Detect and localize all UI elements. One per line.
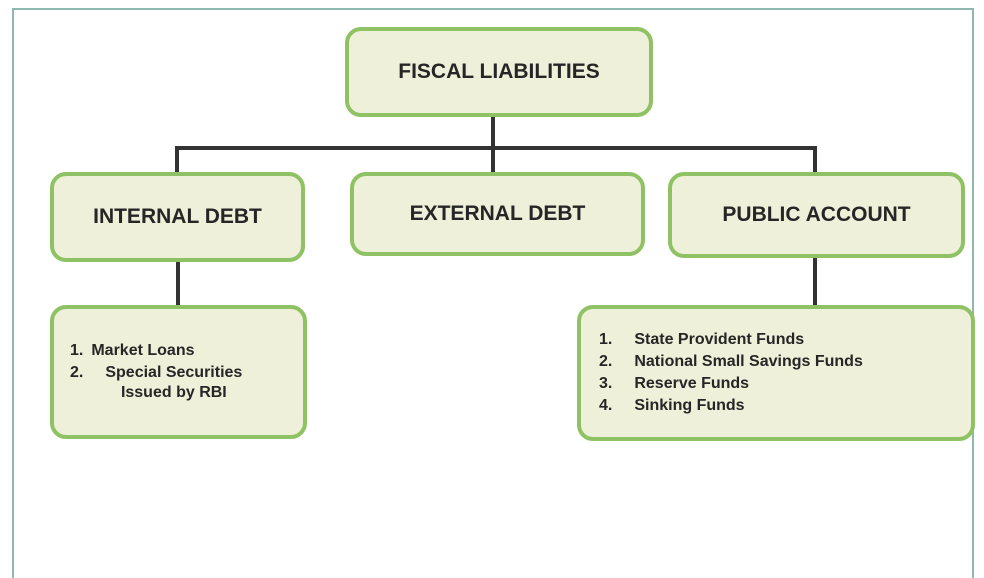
item-number: 1. [599, 331, 613, 348]
node-label: INTERNAL DEBT [93, 205, 262, 228]
item-text: State Provident Funds [634, 331, 805, 348]
item-number: 1. [70, 342, 84, 359]
node: EXTERNAL DEBT [350, 172, 645, 256]
list-box: 1. State Provident Funds 2. National Small … [577, 305, 975, 441]
node-label: PUBLIC ACCOUNT [722, 203, 911, 226]
node: INTERNAL DEBT [50, 172, 305, 262]
item-text: Market Loans [91, 342, 195, 359]
item-number: 2. [70, 364, 84, 381]
item-number: 3. [599, 375, 613, 392]
frame [12, 8, 974, 578]
item-number: 4. [599, 397, 613, 414]
node-label: FISCAL LIABILITIES [398, 60, 600, 83]
list-box: 1. Market Loans 2. Special Securities Issue… [50, 305, 307, 439]
node: PUBLIC ACCOUNT [668, 172, 965, 258]
node: FISCAL LIABILITIES [345, 27, 653, 117]
item-text: Reserve Funds [634, 375, 750, 392]
item-text: National Small Savings Funds [634, 353, 863, 370]
item-text: Sinking Funds [634, 397, 745, 414]
item-text: Special Securities Issued by RBI [105, 364, 243, 401]
item-number: 2. [599, 353, 613, 370]
node-label: EXTERNAL DEBT [409, 202, 586, 225]
